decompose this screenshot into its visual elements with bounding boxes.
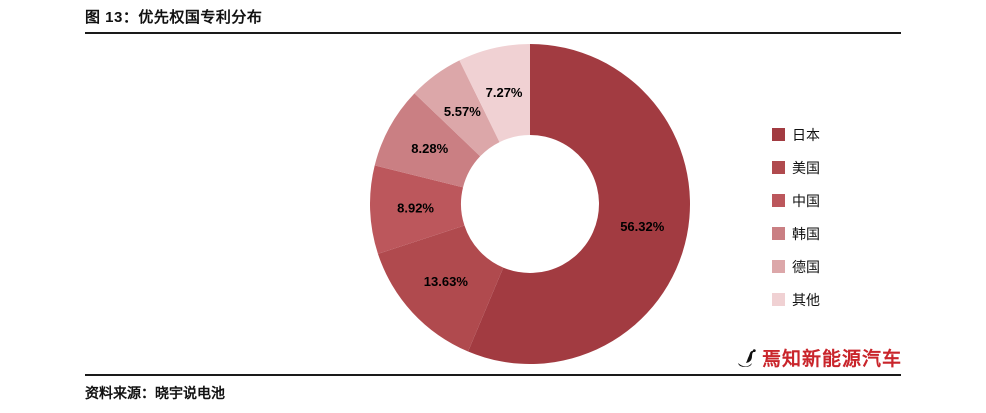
legend-item-美国: 美国 bbox=[772, 151, 820, 184]
donut-chart-svg: 56.32% 13.63% 8.92% 8.28% 5.57% 7.27% bbox=[370, 44, 690, 364]
legend-label: 德国 bbox=[792, 258, 820, 275]
legend-swatch bbox=[772, 128, 785, 141]
legend-swatch bbox=[772, 194, 785, 207]
donut-slice-德国 bbox=[414, 60, 500, 157]
donut-slice-韩国 bbox=[374, 93, 481, 188]
legend-item-中国: 中国 bbox=[772, 184, 820, 217]
chart-legend: 日本美国中国韩国德国其他 bbox=[772, 118, 820, 316]
legend-item-日本: 日本 bbox=[772, 118, 820, 151]
legend-item-韩国: 韩国 bbox=[772, 217, 820, 250]
slice-label-中国: 8.92% bbox=[397, 201, 434, 216]
donut-chart: 56.32% 13.63% 8.92% 8.28% 5.57% 7.27% bbox=[370, 44, 690, 364]
donut-slice-日本 bbox=[468, 44, 690, 364]
legend-swatch bbox=[772, 293, 785, 306]
figure-title: 图 13：优先权国专利分布 bbox=[85, 9, 263, 26]
legend-item-其他: 其他 bbox=[772, 283, 820, 316]
brand-logo: 焉知新能源汽车 bbox=[734, 344, 902, 371]
legend-swatch bbox=[772, 260, 785, 273]
slice-label-其他: 7.27% bbox=[486, 85, 523, 100]
legend-item-德国: 德国 bbox=[772, 250, 820, 283]
source-text: 资料来源：晓宇说电池 bbox=[85, 385, 225, 401]
slice-label-韩国: 8.28% bbox=[411, 141, 448, 156]
donut-slice-其他 bbox=[459, 44, 530, 143]
legend-label: 中国 bbox=[792, 192, 820, 209]
slice-label-日本: 56.32% bbox=[620, 219, 665, 234]
bottom-divider bbox=[85, 374, 901, 376]
legend-label: 日本 bbox=[792, 126, 820, 143]
legend-label: 美国 bbox=[792, 159, 820, 176]
legend-swatch bbox=[772, 227, 785, 240]
legend-swatch bbox=[772, 161, 785, 174]
donut-slice-中国 bbox=[370, 165, 465, 254]
slice-label-美国: 13.63% bbox=[424, 274, 469, 289]
brand-text: 焉知新能源汽车 bbox=[761, 349, 902, 370]
legend-label: 韩国 bbox=[792, 225, 820, 242]
donut-slice-美国 bbox=[377, 225, 504, 352]
legend-label: 其他 bbox=[792, 291, 820, 308]
bird-icon bbox=[737, 348, 756, 367]
top-divider bbox=[85, 32, 901, 34]
slice-label-德国: 5.57% bbox=[444, 104, 481, 119]
